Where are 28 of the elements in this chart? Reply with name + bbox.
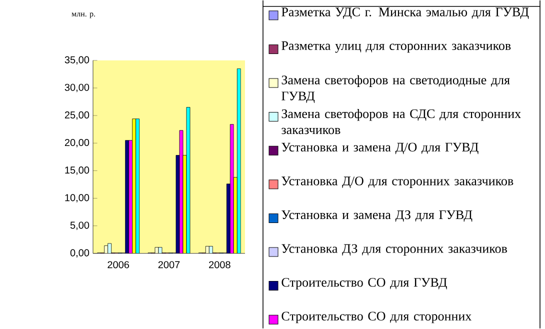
legend-label: Разметка УДС г. Минска эмалью для ГУВД [282, 8, 529, 20]
x-tick-label: 2008 [209, 261, 230, 268]
x-tick-label: 2007 [158, 261, 180, 268]
bar [132, 118, 136, 254]
legend-label: Строительство СО для ГУВД [282, 278, 447, 290]
legend-label: Замена светофоров на светодиодные для ГУВД [282, 75, 510, 104]
y-tick-label: 15,00 [65, 166, 90, 175]
bar [230, 124, 234, 254]
legend-label: Установка и замена ДЗ для ГУВД [282, 210, 472, 222]
y-tick-label: 25,00 [64, 112, 90, 120]
y-tick-label: 5,00 [70, 222, 90, 230]
legend-label: Замена светофоров на СДС для сторонних заказчиков [282, 109, 521, 134]
bar [179, 130, 184, 254]
legend-label: Разметка улиц для сторонних заказчиков [282, 41, 511, 53]
bar [136, 118, 140, 254]
legend-label: Установка и замена Д/О для ГУВД [282, 142, 478, 154]
legend-label: Установка Д/О для сторонних заказчиков [282, 176, 514, 188]
y-tick-label: 30,00 [64, 84, 90, 92]
y-axis-title: млн. р. [72, 12, 96, 18]
bar [236, 68, 241, 254]
bar [186, 107, 190, 254]
y-tick-label: 0,00 [70, 249, 90, 258]
y-tick-label: 20,00 [64, 139, 90, 148]
legend-label: Строительство СО для сторонних [282, 312, 472, 324]
y-tick-label: 10,00 [65, 194, 90, 202]
x-tick-label: 2006 [108, 261, 130, 268]
legend-label: Установка ДЗ для сторонних заказчиков [282, 244, 507, 256]
y-tick-label: 35,00 [64, 56, 90, 65]
